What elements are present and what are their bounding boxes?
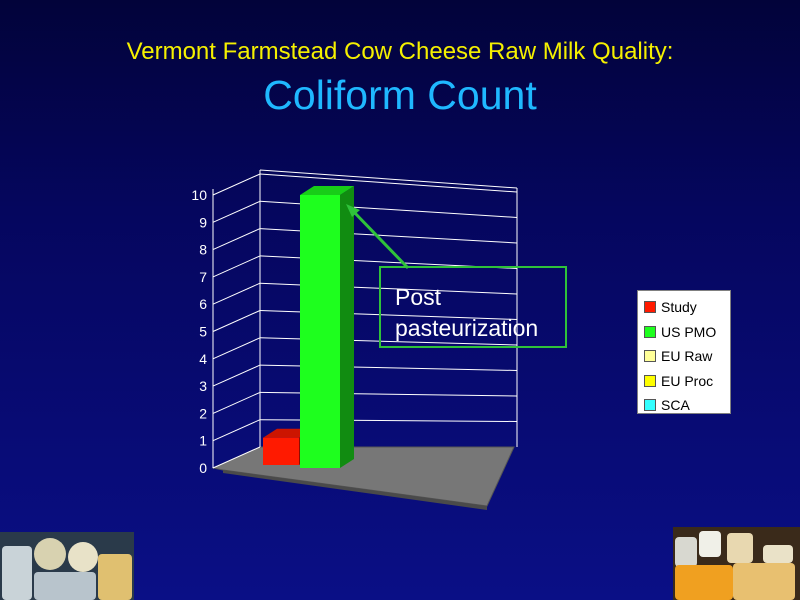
post-pasteurization-callout: Post pasteurization bbox=[379, 266, 567, 348]
y-tick-label-6: 6 bbox=[199, 296, 207, 312]
back-grid-8 bbox=[259, 228, 518, 244]
side-grid-3 bbox=[212, 364, 261, 387]
legend-swatch-eu-raw bbox=[644, 350, 656, 363]
side-grid-1 bbox=[212, 419, 261, 442]
bar-side-us-pmo bbox=[340, 186, 354, 468]
legend-item-us-pmo: US PMO bbox=[644, 320, 730, 345]
legend-label-eu-raw: EU Raw bbox=[661, 348, 713, 365]
cheese-photo-left bbox=[0, 532, 134, 600]
legend-item-eu-raw: EU Raw bbox=[644, 344, 730, 369]
back-grid-1 bbox=[259, 419, 518, 422]
y-tick-label-4: 4 bbox=[199, 351, 207, 367]
side-grid-10 bbox=[212, 173, 261, 196]
side-grid-7 bbox=[212, 255, 261, 278]
y-tick-label-0: 0 bbox=[199, 460, 207, 476]
back-grid-3 bbox=[259, 364, 518, 371]
callout-arrowhead bbox=[346, 204, 360, 217]
side-grid-4 bbox=[212, 337, 261, 360]
legend-swatch-study bbox=[644, 301, 656, 314]
bar-study bbox=[263, 437, 299, 465]
legend-label-us-pmo: US PMO bbox=[661, 323, 717, 340]
side-grid-0 bbox=[212, 446, 261, 469]
bar-top-us-pmo bbox=[300, 186, 354, 195]
legend-item-sca: SCA bbox=[644, 393, 730, 418]
legend-item-study: Study bbox=[644, 295, 730, 320]
y-tick-label-2: 2 bbox=[199, 405, 207, 421]
callout-line1: Post bbox=[395, 284, 442, 310]
back-grid-10 bbox=[259, 173, 518, 193]
legend-item-eu-proc: EU Proc bbox=[644, 369, 730, 394]
back-grid-9 bbox=[259, 200, 518, 218]
bar-us-pmo bbox=[300, 195, 340, 468]
legend-label-eu-proc: EU Proc bbox=[661, 372, 714, 389]
side-grid-9 bbox=[212, 200, 261, 223]
y-tick-label-3: 3 bbox=[199, 378, 207, 394]
legend-swatch-sca bbox=[644, 399, 656, 412]
legend-label-study: Study bbox=[661, 299, 697, 316]
y-tick-label-9: 9 bbox=[199, 214, 207, 230]
back-wall-top-edge bbox=[259, 169, 518, 189]
side-grid-6 bbox=[212, 282, 261, 305]
chart-floor-edge bbox=[223, 470, 487, 510]
y-tick-label-7: 7 bbox=[199, 269, 207, 285]
slide-title-line2: Coliform Count bbox=[263, 72, 537, 118]
slide-title-line1: Vermont Farmstead Cow Cheese Raw Milk Qu… bbox=[126, 38, 674, 65]
y-tick-label-10: 10 bbox=[191, 187, 207, 203]
side-grid-2 bbox=[212, 391, 261, 414]
back-grid-2 bbox=[259, 391, 518, 397]
callout-arrow-line bbox=[350, 208, 410, 270]
side-grid-8 bbox=[212, 228, 261, 251]
callout-line2: pasteurization bbox=[395, 315, 539, 341]
side-grid-5 bbox=[212, 310, 261, 332]
legend-label-sca: SCA bbox=[661, 397, 690, 414]
cheese-photo-right bbox=[673, 527, 800, 600]
y-tick-label-1: 1 bbox=[199, 433, 207, 449]
legend-swatch-eu-proc bbox=[644, 374, 656, 387]
legend-swatch-us-pmo bbox=[644, 325, 656, 338]
y-tick-label-8: 8 bbox=[199, 242, 207, 258]
chart-legend: Study US PMO EU Raw EU Proc SCA bbox=[637, 290, 731, 414]
y-tick-label-5: 5 bbox=[199, 324, 207, 340]
